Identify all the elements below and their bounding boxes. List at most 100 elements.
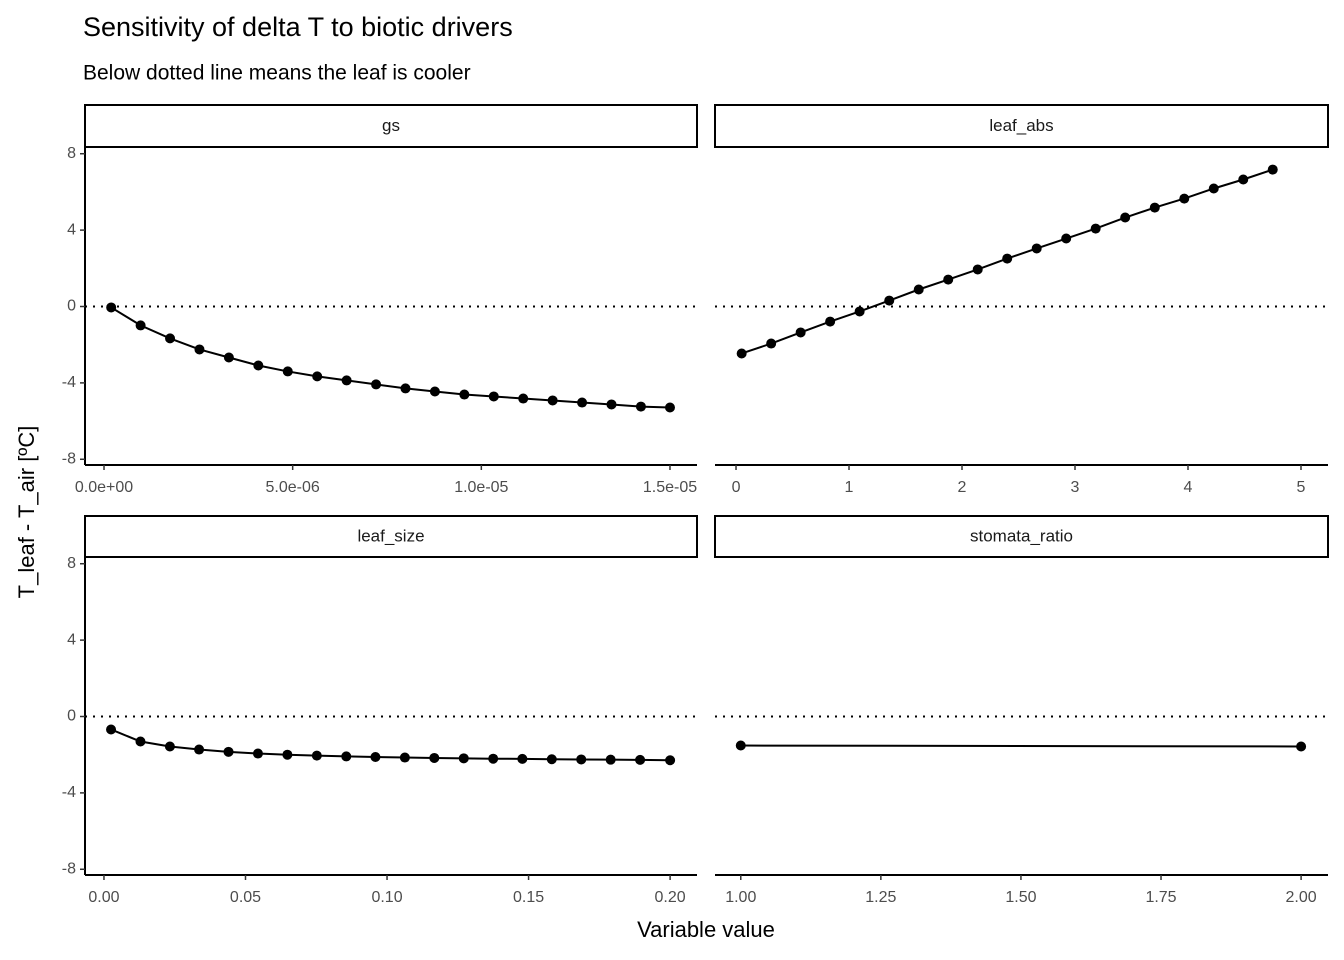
data-point bbox=[1208, 183, 1219, 194]
data-point bbox=[400, 383, 411, 394]
data-point bbox=[605, 754, 616, 765]
data-point bbox=[252, 748, 263, 759]
data-point bbox=[735, 740, 746, 751]
data-point bbox=[371, 379, 382, 390]
x-tick-label: 0.05 bbox=[230, 889, 261, 906]
data-point bbox=[972, 264, 983, 275]
data-point bbox=[311, 750, 322, 761]
x-tick-label: 1.25 bbox=[865, 889, 896, 906]
data-point bbox=[1090, 223, 1101, 234]
x-tick-label: 0.20 bbox=[655, 889, 686, 906]
x-tick-label: 1.0e-05 bbox=[454, 479, 508, 496]
data-point bbox=[795, 327, 806, 338]
data-point bbox=[164, 741, 175, 752]
facet-strip-label: gs bbox=[382, 116, 400, 135]
data-point bbox=[1179, 193, 1190, 204]
data-point bbox=[547, 395, 558, 406]
x-tick-label: 2.00 bbox=[1286, 889, 1317, 906]
y-tick-label: -8 bbox=[62, 860, 76, 877]
data-point bbox=[884, 295, 895, 306]
x-tick-label: 3 bbox=[1071, 479, 1080, 496]
data-line bbox=[740, 744, 1302, 748]
data-point bbox=[223, 746, 234, 757]
data-point bbox=[282, 749, 293, 760]
x-tick-label: 1.75 bbox=[1145, 889, 1176, 906]
y-tick-label: 4 bbox=[67, 631, 76, 648]
facet-strip bbox=[84, 515, 698, 558]
data-point bbox=[341, 375, 352, 386]
facet-strip-label: leaf_size bbox=[357, 526, 424, 545]
x-tick-label: 1.00 bbox=[725, 889, 756, 906]
x-tick-label: 0.00 bbox=[88, 889, 119, 906]
x-tick-label: 5.0e-06 bbox=[266, 479, 320, 496]
data-point bbox=[1061, 233, 1072, 244]
data-point bbox=[943, 274, 954, 285]
data-point bbox=[665, 755, 676, 766]
data-point bbox=[135, 736, 146, 747]
data-point bbox=[1296, 741, 1307, 752]
data-point bbox=[1120, 212, 1131, 223]
data-point bbox=[194, 344, 205, 355]
data-point bbox=[517, 753, 528, 764]
data-point bbox=[253, 360, 264, 371]
y-tick-label: 8 bbox=[67, 555, 76, 572]
data-point bbox=[1002, 253, 1013, 264]
data-point bbox=[312, 371, 323, 382]
data-point bbox=[282, 366, 293, 377]
data-point bbox=[429, 386, 440, 397]
data-point bbox=[459, 389, 470, 400]
data-point bbox=[1031, 243, 1042, 254]
y-tick-label: -4 bbox=[62, 784, 76, 801]
x-tick-label: 4 bbox=[1184, 479, 1193, 496]
data-point bbox=[341, 751, 352, 762]
data-point bbox=[854, 306, 865, 317]
data-point bbox=[825, 316, 836, 327]
y-tick-label: 0 bbox=[67, 708, 76, 725]
x-tick-label: 0 bbox=[732, 479, 741, 496]
data-line bbox=[110, 728, 671, 762]
data-point bbox=[1267, 164, 1278, 175]
data-point bbox=[458, 753, 469, 764]
y-tick-label: 8 bbox=[67, 145, 76, 162]
data-point bbox=[135, 320, 146, 331]
facet-strip bbox=[714, 515, 1329, 558]
x-tick-label: 0.10 bbox=[371, 889, 402, 906]
x-tick-label: 1.5e-05 bbox=[643, 479, 697, 496]
facet-strip-label: stomata_ratio bbox=[970, 526, 1073, 545]
data-point bbox=[635, 754, 646, 765]
data-point bbox=[429, 752, 440, 763]
data-point bbox=[664, 402, 675, 413]
y-tick-label: -8 bbox=[62, 450, 76, 467]
x-tick-label: 2 bbox=[958, 479, 967, 496]
facet-strip bbox=[84, 104, 698, 148]
data-point bbox=[165, 333, 176, 344]
data-point bbox=[194, 744, 205, 755]
chart-subtitle: Below dotted line means the leaf is cool… bbox=[83, 62, 471, 85]
facet-strip bbox=[714, 104, 1329, 148]
data-point bbox=[766, 338, 777, 349]
data-point bbox=[635, 401, 646, 412]
data-point bbox=[518, 393, 529, 404]
data-point bbox=[488, 753, 499, 764]
data-point bbox=[736, 348, 747, 359]
x-tick-label: 0.15 bbox=[513, 889, 544, 906]
data-point bbox=[576, 754, 587, 765]
y-tick-label: 0 bbox=[67, 298, 76, 315]
x-tick-label: 1 bbox=[845, 479, 854, 496]
chart-title: Sensitivity of delta T to biotic drivers bbox=[83, 12, 513, 42]
data-point bbox=[1238, 174, 1249, 185]
x-tick-label: 0.0e+00 bbox=[75, 479, 133, 496]
data-point bbox=[488, 391, 499, 402]
data-point bbox=[223, 352, 234, 363]
data-point bbox=[106, 302, 117, 313]
data-point bbox=[577, 397, 588, 408]
y-tick-label: 4 bbox=[67, 221, 76, 238]
y-axis-label: T_leaf - T_air [ºC] bbox=[14, 426, 39, 599]
data-point bbox=[1149, 202, 1160, 213]
data-point bbox=[913, 284, 924, 295]
data-point bbox=[606, 399, 617, 410]
y-tick-label: -4 bbox=[62, 374, 76, 391]
x-axis-label: Variable value bbox=[637, 917, 775, 942]
data-point bbox=[106, 724, 117, 735]
